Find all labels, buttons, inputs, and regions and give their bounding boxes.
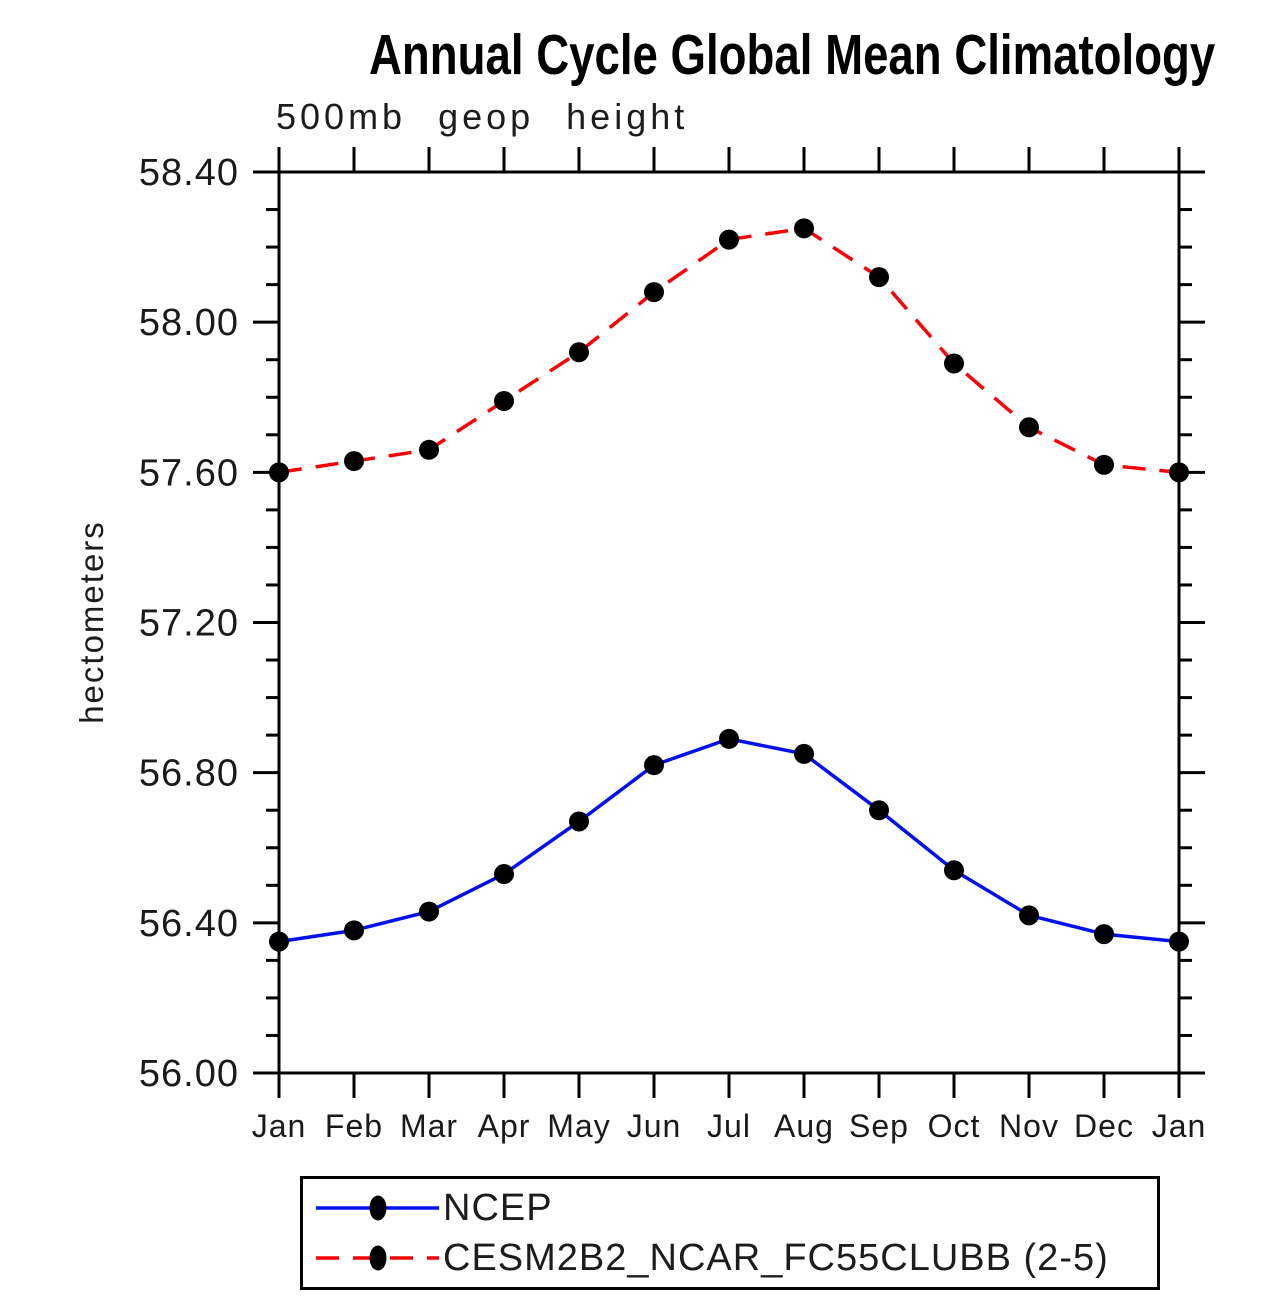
data-point-marker [494,864,514,885]
legend-box: NCEP CESM2B2_NCAR_FC55CLUBB (2-5) [300,1176,1160,1290]
chart-title: Annual Cycle Global Mean Climatology [369,23,1216,87]
x-axis-tick-label: Jun [627,1108,682,1144]
data-point-marker [569,811,589,832]
data-point-marker [1169,462,1189,483]
y-axis-tick-label: 56.00 [139,1053,239,1095]
legend-label-ncep: NCEP [443,1186,553,1229]
data-point-marker [344,920,364,941]
data-point-marker [494,391,514,412]
y-axis-tick-label: 56.80 [139,753,239,795]
data-point-marker [794,218,814,239]
legend-item-ncep: NCEP [311,1183,1157,1233]
x-axis-tick-label: Nov [999,1108,1059,1144]
y-axis-tick-label: 56.40 [139,903,239,945]
series-line-cesm2b2 [278,226,1180,475]
data-point-marker [419,439,439,460]
x-axis-tick-label: Jul [707,1108,751,1144]
data-point-marker [1169,931,1189,952]
data-point-marker [1019,417,1039,438]
x-axis-tick-label: Sep [849,1108,909,1144]
data-point-marker [869,267,889,288]
cesm2b2-line-swatch [316,1245,439,1271]
data-point-marker [569,342,589,363]
y-axis-tick-label: 58.00 [139,302,239,344]
data-point-marker [794,743,814,764]
data-point-marker [269,931,289,952]
x-axis-tick-label: Aug [774,1108,834,1144]
data-point-marker [719,728,739,749]
data-point-marker [344,451,364,472]
data-point-marker [944,860,964,881]
legend-label-cesm2b2: CESM2B2_NCAR_FC55CLUBB (2-5) [443,1236,1109,1279]
ncep-line-swatch [316,1195,439,1221]
x-axis-tick-label: Mar [400,1108,458,1144]
data-point-marker [269,462,289,483]
y-axis-tick-label: 57.20 [139,603,239,645]
legend-item-cesm2b2: CESM2B2_NCAR_FC55CLUBB (2-5) [311,1233,1157,1283]
x-axis-tick-label: Feb [325,1108,383,1144]
x-axis-tick-label: Apr [478,1108,531,1144]
y-axis-tick-label: 57.60 [139,452,239,494]
data-point-marker [1019,905,1039,926]
x-axis-tick-label: Jan [252,1108,307,1144]
data-point-marker [1094,454,1114,475]
data-point-marker [419,901,439,922]
plot-frame [277,170,1181,1075]
data-point-marker [944,353,964,374]
x-axis-tick-label: Dec [1074,1108,1134,1144]
x-axis-tick-label: May [547,1108,610,1144]
series-line-ncep [278,737,1180,944]
x-axis-tick-label: Oct [928,1108,981,1144]
y-axis-tick-label: 58.40 [139,152,239,194]
data-point-marker [1094,924,1114,945]
data-point-marker [644,282,664,303]
chart-subtitle: 500mb geop height [276,96,689,137]
data-point-marker [869,800,889,821]
data-point-marker [719,229,739,250]
data-point-marker [644,755,664,776]
x-axis-tick-label: Jan [1152,1108,1207,1144]
